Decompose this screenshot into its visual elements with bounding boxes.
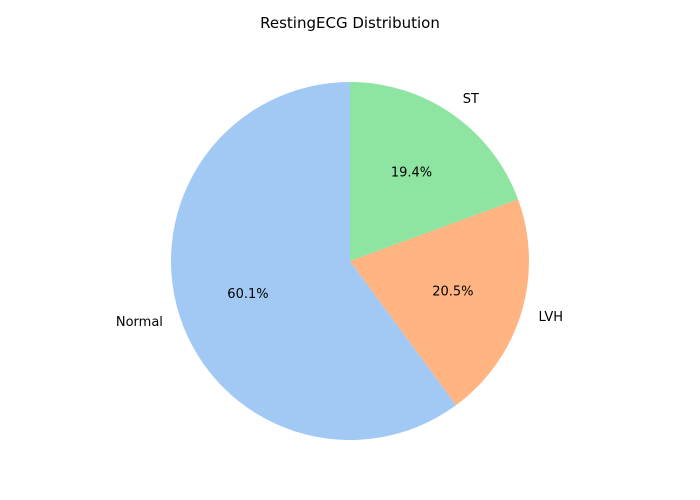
percent-label-lvh: 20.5% bbox=[432, 284, 473, 299]
percent-label-normal: 60.1% bbox=[227, 287, 268, 302]
slice-label-normal: Normal bbox=[116, 315, 163, 330]
slice-label-st: ST bbox=[463, 92, 479, 107]
pie-slice-normal bbox=[171, 82, 457, 440]
pie-group: Normal 60.1% LVH 20.5% ST 19.4% bbox=[116, 82, 563, 440]
chart-title: RestingECG Distribution bbox=[260, 14, 440, 32]
pie-slice-st bbox=[350, 82, 519, 261]
slice-label-lvh: LVH bbox=[539, 310, 563, 325]
percent-label-st: 19.4% bbox=[391, 165, 432, 180]
pie-slice-lvh bbox=[350, 199, 529, 406]
